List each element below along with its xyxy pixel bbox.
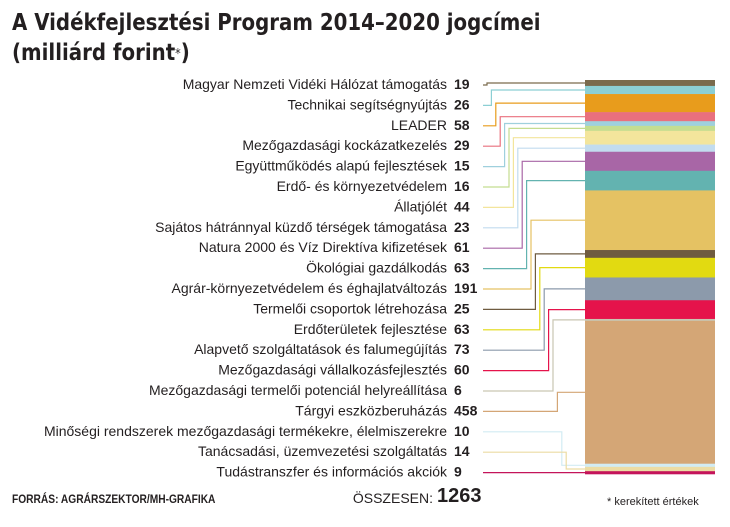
leader-line xyxy=(483,431,585,466)
bar-segment xyxy=(585,471,715,475)
category-label: Erdő- és környezetvédelem xyxy=(277,178,447,194)
leader-lines xyxy=(483,82,585,474)
footnote: * kerekített értékek xyxy=(607,496,699,508)
leader-line xyxy=(483,309,585,372)
value-label: 15 xyxy=(454,158,470,174)
bar-segment xyxy=(585,463,715,468)
chart-title-unit: (milliárd forint xyxy=(12,40,176,66)
category-label: Termelői csoportok létrehozása xyxy=(253,300,447,316)
value-label: 61 xyxy=(454,239,470,255)
value-label: 44 xyxy=(454,198,470,214)
value-label: 23 xyxy=(454,219,470,235)
category-label: Mezőgazdasági vállalkozásfejlesztés xyxy=(218,362,447,378)
category-label: Erdőterületek fejlesztése xyxy=(294,321,448,337)
leader-line xyxy=(483,116,585,147)
leader-line xyxy=(483,102,585,127)
total-label: ÖSSZESEN: xyxy=(352,490,433,506)
value-label: 458 xyxy=(454,402,478,418)
value-label: 6 xyxy=(454,382,462,398)
value-label: 19 xyxy=(454,76,470,92)
bar-segment xyxy=(585,144,715,153)
leader-line xyxy=(483,219,585,290)
category-label: Tanácsadási, üzemvezetési szolgáltatás xyxy=(198,443,447,459)
category-label: Agrár-környezetvédelem és éghajlatváltoz… xyxy=(172,280,447,296)
bar-segment xyxy=(585,130,715,145)
category-label: Technikai segítségnyújtás xyxy=(287,96,447,112)
leader-line xyxy=(483,82,585,86)
bar-segment xyxy=(585,121,715,127)
bar-segment xyxy=(585,85,715,95)
leader-line xyxy=(483,137,585,208)
value-label: 60 xyxy=(454,362,470,378)
bar-segment xyxy=(585,112,715,122)
title-close-paren: ) xyxy=(180,40,190,66)
leader-line xyxy=(483,288,585,351)
leader-line xyxy=(483,147,585,229)
category-label: Állatjólét xyxy=(394,198,447,214)
leader-line xyxy=(483,451,585,470)
bar-segment xyxy=(585,277,715,301)
bar-segment xyxy=(585,320,715,465)
bar-segment xyxy=(585,318,715,322)
leader-line xyxy=(483,253,585,310)
source-note: FORRÁS: AGRÁRSZEKTOR/MH-GRAFIKA xyxy=(12,492,216,506)
category-label: Együttműködés alapú fejlesztések xyxy=(235,158,448,174)
category-label: Mezőgazdasági termelői potenciál helyreá… xyxy=(149,382,447,398)
bar-segment xyxy=(585,250,715,259)
category-label: Ökológiai gazdálkodás xyxy=(306,259,447,276)
category-label: Mezőgazdasági kockázatkezelés xyxy=(242,137,447,153)
bar-segment xyxy=(585,151,715,172)
bar-segment xyxy=(585,170,715,191)
leader-line xyxy=(483,391,585,412)
category-label: Tudástranszfer és információs akciók xyxy=(216,464,448,480)
category-label: LEADER xyxy=(391,117,447,133)
value-label: 26 xyxy=(454,96,470,112)
bar-segments xyxy=(585,80,715,475)
value-labels: 19 26 58 29 15 16 44 23 61 63 191 25 63 73 60 6 458 10 14 9 xyxy=(454,76,478,480)
category-label: Natura 2000 és Víz Direktíva kifizetések xyxy=(199,239,448,255)
category-labels: Magyar Nemzeti Vidéki Hálózat támogatás T… xyxy=(44,76,448,480)
chart-title: A Vidékfejlesztési Program 2014–2020 jog… xyxy=(12,8,541,68)
value-label: 14 xyxy=(454,443,470,459)
total-value: 1263 xyxy=(437,485,482,507)
value-label: 63 xyxy=(454,321,470,337)
bar-segment xyxy=(585,190,715,251)
title-asterisk: * xyxy=(175,47,181,62)
bar-segment xyxy=(585,257,715,278)
bar-segment xyxy=(585,125,715,132)
value-label: 63 xyxy=(454,260,470,276)
category-label: Magyar Nemzeti Vidéki Hálózat támogatás xyxy=(183,76,447,92)
value-label: 58 xyxy=(454,117,470,133)
value-label: 73 xyxy=(454,341,470,357)
bar-segment xyxy=(585,466,715,472)
bar-segment xyxy=(585,94,715,113)
leader-line xyxy=(483,180,585,270)
chart-title-line-1: A Vidékfejlesztési Program 2014–2020 jog… xyxy=(12,10,541,36)
leader-line xyxy=(483,122,585,168)
bar-segment xyxy=(585,80,715,87)
value-label: 191 xyxy=(454,280,478,296)
category-label: Alapvető szolgáltatások és falumegújítás xyxy=(194,341,447,357)
leader-line xyxy=(483,160,585,249)
value-label: 29 xyxy=(454,137,470,153)
value-label: 10 xyxy=(454,423,470,439)
category-label: Sajátos hátránnyal küzdő térségek támoga… xyxy=(155,219,447,235)
value-label: 25 xyxy=(454,300,470,316)
chart-title-line-2: (milliárd forint*) xyxy=(12,38,541,68)
category-label: Minőségi rendszerek mezőgazdasági termék… xyxy=(44,423,447,439)
value-label: 16 xyxy=(454,178,470,194)
leader-line xyxy=(483,267,585,331)
leader-line xyxy=(483,319,585,392)
bar-segment xyxy=(585,300,715,320)
leader-line xyxy=(483,127,585,188)
leader-line xyxy=(483,89,585,107)
value-label: 9 xyxy=(454,464,462,480)
category-label: Tárgyi eszközberuházás xyxy=(295,402,447,418)
